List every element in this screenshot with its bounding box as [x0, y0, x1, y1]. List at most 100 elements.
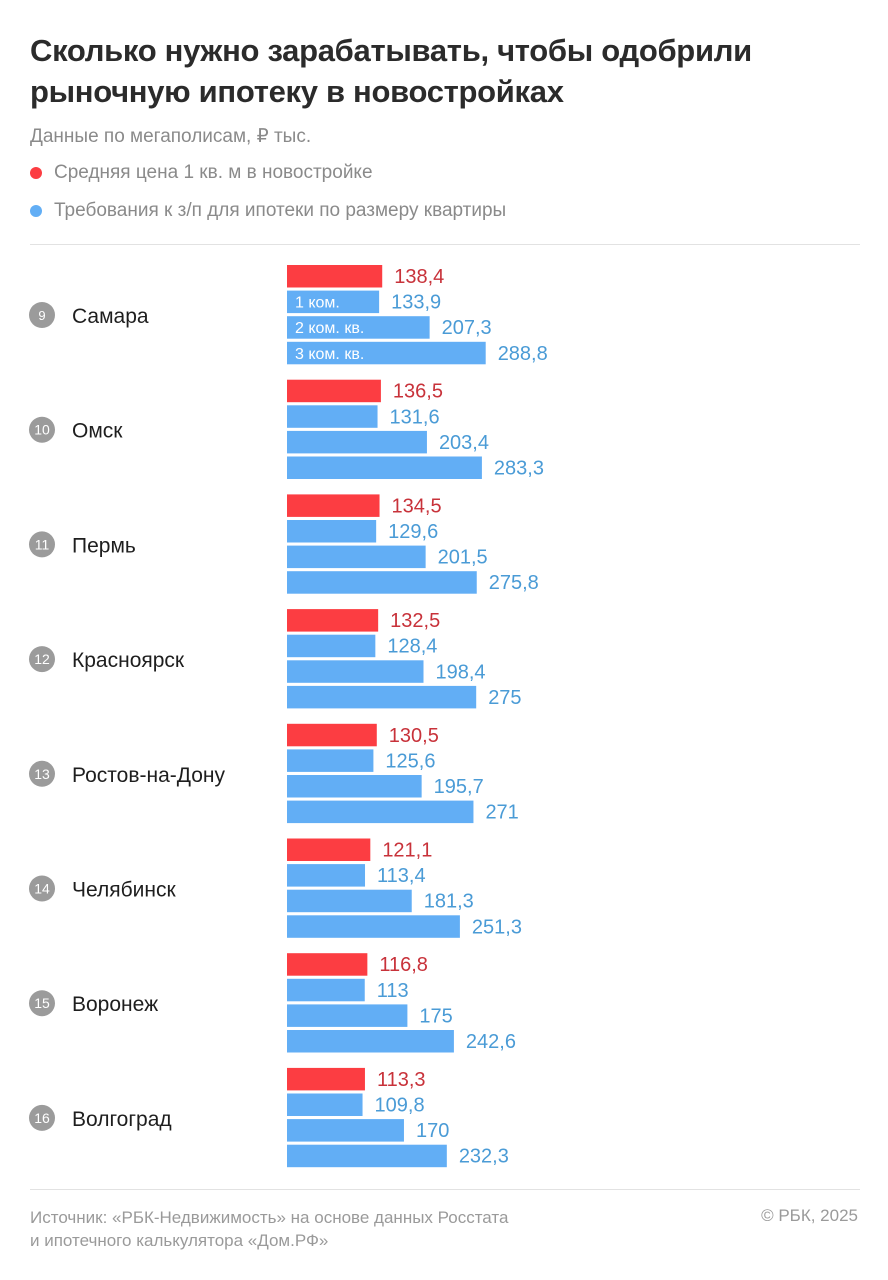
value-label: 181,3 — [424, 891, 474, 913]
value-label: 133,9 — [391, 292, 441, 314]
chart-title: Сколько нужно зарабатывать, чтобы одобри… — [30, 33, 752, 109]
value-label: 201,5 — [438, 547, 488, 569]
rank-number: 13 — [34, 766, 50, 782]
salary-bar — [287, 660, 424, 683]
divider — [30, 244, 860, 245]
value-label: 283,3 — [494, 458, 544, 480]
value-label: 175 — [419, 1005, 452, 1027]
rank-number: 9 — [38, 308, 45, 323]
value-label: 113,4 — [377, 865, 426, 887]
salary-bar — [287, 571, 477, 594]
value-label: 132,5 — [390, 610, 440, 632]
value-label: 207,3 — [442, 317, 492, 339]
copyright: © РБК, 2025 — [761, 1206, 858, 1225]
salary-bar — [287, 1030, 454, 1053]
salary-bar — [287, 685, 477, 709]
rank-badge — [29, 302, 55, 328]
salary-bar — [287, 430, 427, 454]
value-label: 275,8 — [489, 572, 539, 594]
legend-item-salary: Требования к з/п для ипотеки по размеру … — [30, 200, 506, 222]
value-label: 134,5 — [392, 495, 442, 517]
source-note: Источник: «РБК-Недвижимость» на основе д… — [30, 1206, 508, 1252]
salary-bar — [287, 1004, 408, 1027]
legend-label: Требования к з/п для ипотеки по размеру … — [54, 200, 507, 221]
rank-badge — [29, 1104, 55, 1131]
value-label: 251,3 — [472, 916, 522, 938]
value-label: 288,8 — [498, 343, 548, 365]
rank-badge — [29, 990, 55, 1017]
city-label: Самара — [72, 305, 149, 328]
value-label: 138,4 — [394, 266, 444, 288]
value-label: 242,6 — [466, 1031, 516, 1053]
value-label: 136,5 — [393, 381, 443, 403]
price-bar — [287, 838, 371, 861]
rank-number: 11 — [35, 536, 50, 552]
value-label: 125,6 — [385, 750, 435, 772]
salary-bar — [287, 800, 474, 824]
salary-bar — [287, 864, 366, 887]
price-bar — [287, 723, 377, 747]
salary-bar — [287, 405, 378, 428]
salary-bar — [287, 978, 365, 1002]
bar-inner-label: 3 ком. кв. — [295, 346, 364, 363]
value-label: 113 — [377, 980, 409, 1002]
value-label: 275 — [488, 687, 521, 709]
value-label: 128,4 — [387, 636, 437, 658]
city-label: Воронеж — [72, 993, 158, 1016]
salary-bar — [287, 889, 412, 913]
city-label: Челябинск — [72, 879, 176, 902]
rank-badge — [29, 875, 55, 902]
value-label: 109,8 — [375, 1095, 425, 1117]
value-label: 131,6 — [390, 406, 440, 428]
legend-item-price: Средняя цена 1 кв. м в новостройке — [30, 162, 373, 184]
value-label: 130,5 — [389, 725, 439, 747]
value-label: 195,7 — [434, 776, 484, 798]
source-line-1: Источник: «РБК-Недвижимость» на основе д… — [30, 1208, 509, 1227]
salary-bar — [287, 1093, 363, 1116]
value-label: 116,8 — [379, 954, 428, 976]
price-bar — [287, 265, 383, 288]
city-label: Ростов-на-Дону — [72, 764, 225, 787]
bar-inner-label: 1 ком. — [295, 295, 340, 312]
city-label: Волгоград — [72, 1108, 172, 1131]
rank-badge — [29, 760, 55, 787]
price-bar — [287, 494, 380, 517]
legend-label: Средняя цена 1 кв. м в новостройке — [54, 162, 373, 183]
bar-inner-label: 2 ком. кв. — [295, 320, 364, 337]
city-label: Пермь — [72, 534, 136, 557]
rank-badge — [29, 531, 55, 558]
rank-badge — [29, 646, 55, 673]
chart-subtitle: Данные по мегаполисам, ₽ тыс. — [30, 126, 312, 147]
salary-bar — [287, 316, 430, 339]
salary-bar — [287, 456, 482, 479]
value-label: 170 — [416, 1120, 449, 1142]
salary-bar — [287, 915, 460, 938]
salary-bar — [287, 520, 377, 543]
salary-bar — [287, 634, 376, 658]
legend-blue-dot-icon — [30, 205, 42, 217]
legend-red-dot-icon — [30, 167, 42, 179]
price-bar — [287, 609, 379, 632]
price-bar — [287, 953, 368, 976]
value-label: 271 — [485, 802, 518, 824]
salary-bar — [287, 1144, 447, 1168]
value-label: 198,4 — [435, 661, 485, 683]
city-label: Красноярск — [72, 649, 185, 672]
rank-number: 10 — [34, 422, 50, 438]
salary-bar — [287, 290, 380, 314]
salary-bar — [287, 341, 486, 365]
price-bar — [287, 1067, 365, 1091]
salary-bar — [287, 749, 374, 772]
source-line-2: и ипотечного калькулятора «Дом.РФ» — [30, 1231, 329, 1250]
price-bar — [287, 379, 381, 403]
divider — [30, 1189, 860, 1190]
rank-number: 14 — [34, 881, 50, 897]
rank-number: 16 — [34, 1110, 50, 1126]
rank-number: 15 — [34, 995, 50, 1011]
value-label: 113,3 — [377, 1069, 426, 1091]
rank-badge — [29, 416, 55, 443]
value-label: 121,1 — [382, 840, 432, 862]
city-label: Омск — [72, 420, 123, 443]
salary-bar — [287, 1119, 404, 1142]
